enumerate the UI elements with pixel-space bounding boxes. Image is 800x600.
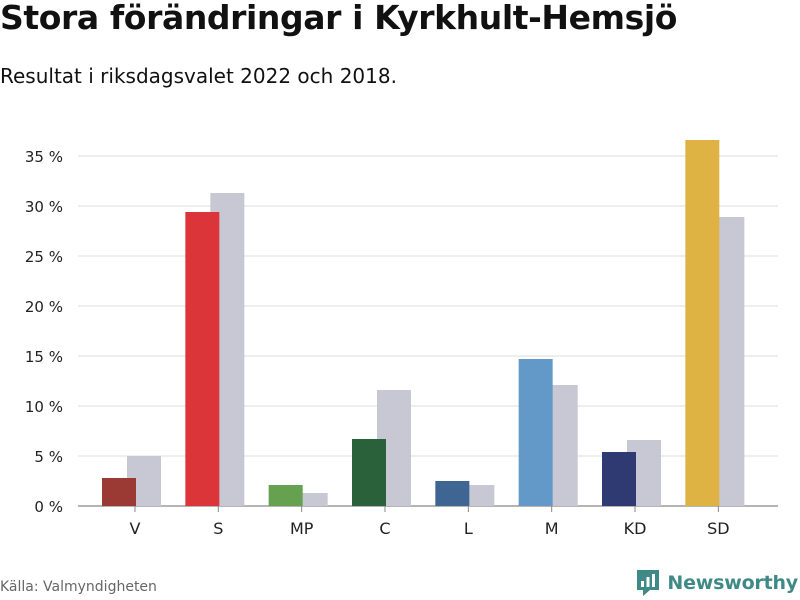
x-tick-label: KD <box>624 519 647 538</box>
bars <box>102 140 745 506</box>
bar-sd-series-1 <box>685 140 720 506</box>
x-tick-label: SD <box>707 519 729 538</box>
y-tick-label: 10 % <box>25 398 63 416</box>
y-tick-label: 0 % <box>34 498 63 516</box>
y-tick-label: 25 % <box>25 248 63 266</box>
x-tick-label: MP <box>290 519 314 538</box>
y-axis-ticks: 0 % 5 % 10 % 15 % 20 % 25 % 30 % 35 % <box>25 148 63 516</box>
y-tick-label: 35 % <box>25 148 63 166</box>
bar-c-series-1 <box>352 439 386 506</box>
bar-v-series-1 <box>102 478 136 506</box>
x-axis-ticks: V S MP C L M KD SD <box>130 506 730 538</box>
x-tick-label: V <box>130 519 141 538</box>
x-tick-label: C <box>379 519 390 538</box>
y-tick-label: 30 % <box>25 198 63 216</box>
bar-l-series-1 <box>435 481 470 506</box>
gridlines <box>78 155 778 507</box>
newsworthy-logo-icon <box>637 570 660 596</box>
y-tick-label: 15 % <box>25 348 63 366</box>
chart-subtitle: Resultat i riksdagsvalet 2022 och 2018. <box>0 64 397 88</box>
y-tick-label: 5 % <box>34 448 63 466</box>
y-tick-label: 20 % <box>25 298 63 316</box>
x-tick-label: M <box>545 519 559 538</box>
source-note: Källa: Valmyndigheten <box>0 579 157 595</box>
bar-kd-series-1 <box>602 452 636 506</box>
brand-logo: Newsworthy <box>635 568 798 598</box>
bar-mp-series-1 <box>268 485 303 506</box>
bar-m-series-1 <box>518 359 553 506</box>
chart-title: Stora förändringar i Kyrkhult-Hemsjö <box>0 0 678 37</box>
brand-name: Newsworthy <box>667 572 798 594</box>
x-tick-label: L <box>464 519 473 538</box>
bar-s-series-1 <box>185 212 220 506</box>
x-tick-label: S <box>213 519 223 538</box>
